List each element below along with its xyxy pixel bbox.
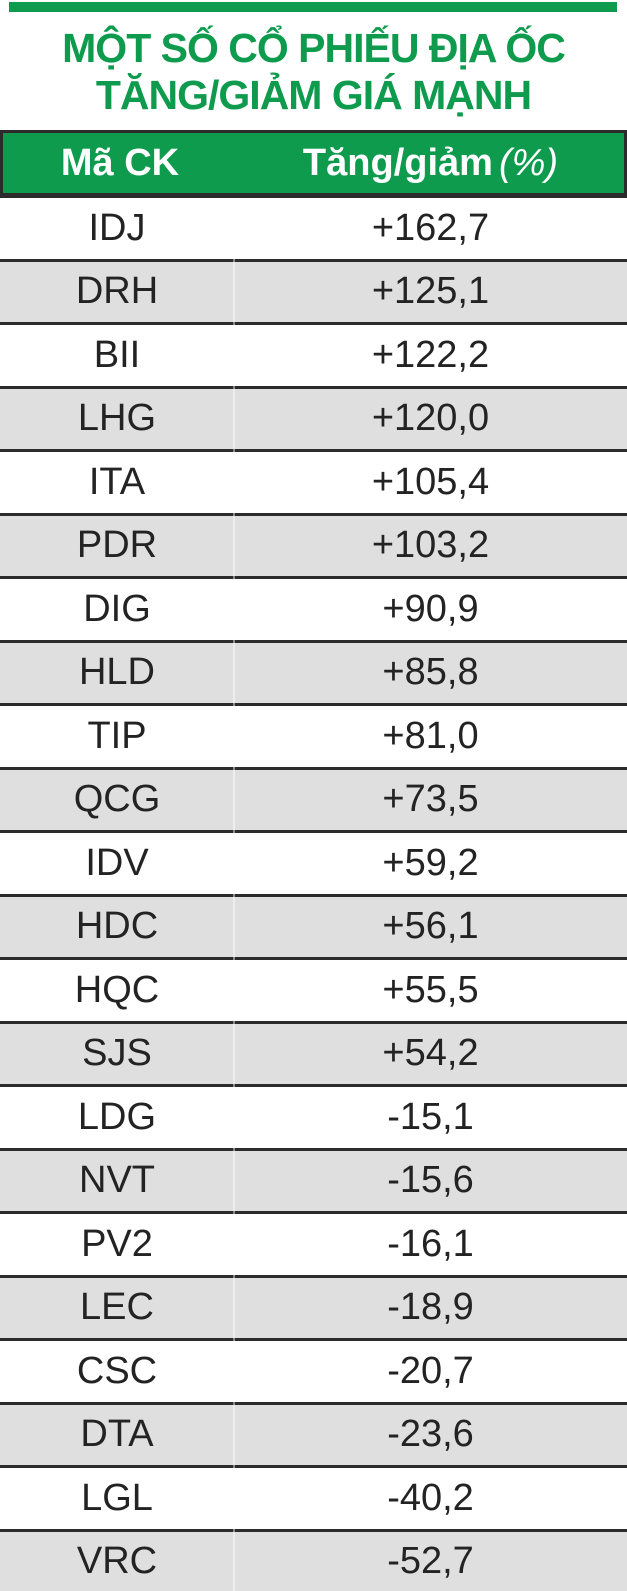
table-row: PV2 -16,1 [0,1214,627,1278]
ticker-cell: DRH [75,270,159,313]
table-row: SJS +54,2 [0,1023,627,1087]
change-cell: +120,0 [371,397,490,440]
change-cell: +81,0 [382,714,479,757]
change-cell: -18,9 [387,1286,474,1329]
ticker-cell: LEC [80,1286,154,1329]
change-cell: -20,7 [387,1349,474,1392]
ticker-cell: NVT [79,1159,155,1202]
change-cell: -15,6 [387,1159,474,1202]
header-change-label: Tăng/giảm [302,141,493,184]
table-row: LHG +120,0 [0,388,627,452]
ticker-cell: IDV [85,841,149,884]
header-ticker: Mã CK [60,141,180,184]
ticker-cell: HDC [75,905,159,948]
table-row: DTA -23,6 [0,1404,627,1468]
ticker-cell: VRC [76,1540,158,1583]
ticker-cell: TIP [87,714,147,757]
change-cell: +59,2 [382,841,479,884]
change-cell: -16,1 [387,1222,474,1265]
table-row: VRC -52,7 [0,1531,627,1591]
change-cell: +90,9 [382,587,479,630]
ticker-cell: IDJ [88,206,146,249]
table-row: HDC +56,1 [0,896,627,960]
top-accent-bar [9,2,617,12]
ticker-cell: BII [93,333,141,376]
change-cell: +105,4 [371,460,490,503]
table-row: HLD +85,8 [0,642,627,706]
change-cell: -52,7 [387,1540,474,1583]
change-cell: +85,8 [382,651,479,694]
table-row: CSC -20,7 [0,1341,627,1405]
table-header: Mã CK Tăng/giảm (%) [0,130,627,198]
table-row: TIP +81,0 [0,706,627,770]
change-cell: +162,7 [371,206,490,249]
ticker-cell: HLD [78,651,156,694]
table-row: ITA +105,4 [0,452,627,516]
ticker-cell: DIG [83,587,151,630]
ticker-cell: QCG [73,778,161,821]
page-title-line2: TĂNG/GIẢM GIÁ MẠNH [95,72,532,118]
header-change-unit: (%) [498,141,559,184]
table-row: DRH +125,1 [0,261,627,325]
ticker-cell: DTA [80,1413,154,1456]
ticker-cell: LDG [77,1095,157,1138]
table-row: LGL -40,2 [0,1468,627,1532]
table-row: DIG +90,9 [0,579,627,643]
table-row: IDV +59,2 [0,833,627,897]
change-cell: +125,1 [371,270,490,313]
header-change: Tăng/giảm (%) [237,142,624,185]
change-cell: +103,2 [371,524,490,567]
change-cell: +54,2 [382,1032,479,1075]
table-row: QCG +73,5 [0,769,627,833]
change-cell: -40,2 [387,1476,474,1519]
change-cell: +55,5 [382,968,479,1011]
table-row: HQC +55,5 [0,960,627,1024]
ticker-cell: CSC [76,1349,158,1392]
change-cell: +122,2 [371,333,490,376]
ticker-cell: PDR [76,524,158,567]
page-title: MỘT SỐ CỔ PHIẾU ĐỊA ỐC TĂNG/GIẢM GIÁ MẠN… [8,25,619,119]
change-cell: +73,5 [382,778,479,821]
table-row: LDG -15,1 [0,1087,627,1151]
page-title-line1: MỘT SỐ CỔ PHIẾU ĐỊA ỐC [62,25,566,71]
table-row: IDJ +162,7 [0,198,627,262]
table-row: BII +122,2 [0,325,627,389]
ticker-cell: SJS [82,1032,152,1075]
change-cell: -23,6 [387,1413,474,1456]
table-row: LEC -18,9 [0,1277,627,1341]
table-body: IDJ +162,7 DRH +125,1 BII +122,2 LHG +12… [0,198,627,1591]
ticker-cell: LHG [77,397,157,440]
ticker-cell: HQC [74,968,160,1011]
table-row: NVT -15,6 [0,1150,627,1214]
ticker-cell: LGL [81,1476,153,1519]
ticker-cell: PV2 [81,1222,153,1265]
table-row: PDR +103,2 [0,515,627,579]
change-cell: +56,1 [382,905,479,948]
change-cell: -15,1 [387,1095,474,1138]
ticker-cell: ITA [88,460,146,503]
